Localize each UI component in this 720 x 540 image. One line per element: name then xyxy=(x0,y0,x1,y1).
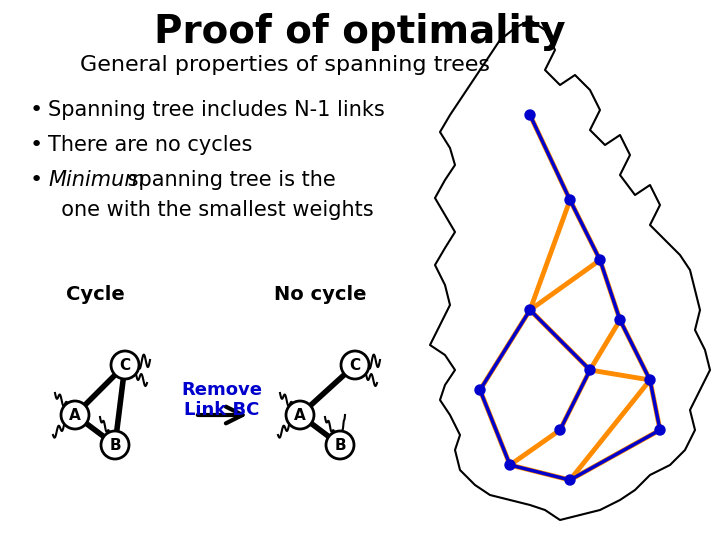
Circle shape xyxy=(525,305,535,315)
Circle shape xyxy=(615,315,625,325)
Circle shape xyxy=(286,401,314,429)
Circle shape xyxy=(645,375,655,385)
Circle shape xyxy=(565,475,575,485)
Text: •: • xyxy=(30,135,43,155)
Text: General properties of spanning trees: General properties of spanning trees xyxy=(80,55,490,75)
Circle shape xyxy=(565,195,575,205)
Text: B: B xyxy=(334,437,346,453)
Text: •: • xyxy=(30,100,43,120)
Circle shape xyxy=(505,460,515,470)
Text: spanning tree is the: spanning tree is the xyxy=(121,170,336,190)
Text: one with the smallest weights: one with the smallest weights xyxy=(48,200,374,220)
Circle shape xyxy=(341,351,369,379)
Circle shape xyxy=(525,110,535,120)
Circle shape xyxy=(101,431,129,459)
Text: •: • xyxy=(30,170,43,190)
Circle shape xyxy=(585,365,595,375)
Text: Proof of optimality: Proof of optimality xyxy=(154,13,566,51)
Text: Minimum: Minimum xyxy=(48,170,145,190)
Circle shape xyxy=(475,385,485,395)
Text: No cycle: No cycle xyxy=(274,286,366,305)
Text: B: B xyxy=(109,437,121,453)
Text: Remove
Link BC: Remove Link BC xyxy=(181,381,263,420)
Circle shape xyxy=(111,351,139,379)
Circle shape xyxy=(555,425,565,435)
Text: A: A xyxy=(294,408,306,422)
Text: C: C xyxy=(120,357,130,373)
Circle shape xyxy=(595,255,605,265)
Text: A: A xyxy=(69,408,81,422)
Circle shape xyxy=(61,401,89,429)
Text: There are no cycles: There are no cycles xyxy=(48,135,253,155)
Text: Cycle: Cycle xyxy=(66,286,125,305)
Circle shape xyxy=(326,431,354,459)
Text: Spanning tree includes N-1 links: Spanning tree includes N-1 links xyxy=(48,100,384,120)
Text: C: C xyxy=(349,357,361,373)
Circle shape xyxy=(655,425,665,435)
